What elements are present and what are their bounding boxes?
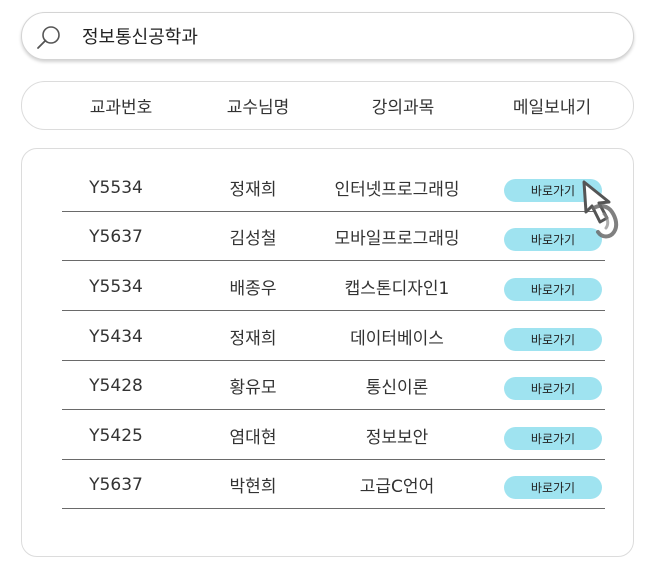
course-name: 정보보안 xyxy=(365,428,429,448)
hand-pointer-icon xyxy=(582,180,619,239)
course-code: Y5434 xyxy=(89,326,143,347)
professor-name: 염대현 xyxy=(229,428,277,448)
course-code: Y5534 xyxy=(89,276,143,297)
table-row: Y5534 배종우 캡스톤디자인1 바로가기 xyxy=(62,263,605,311)
professor-name: 황유모 xyxy=(229,378,277,398)
professor-name: 김성철 xyxy=(229,229,277,249)
table-row: Y5637 박현희 고급C언어 바로가기 xyxy=(62,461,605,509)
search-input[interactable]: 정보통신공학과 xyxy=(82,27,198,48)
go-button[interactable]: 바로가기 xyxy=(504,228,602,251)
go-button[interactable]: 바로가기 xyxy=(504,427,602,450)
professor-name: 박현희 xyxy=(229,477,277,497)
go-button[interactable]: 바로가기 xyxy=(504,278,602,301)
course-name: 통신이론 xyxy=(365,378,429,398)
table-row: Y5434 정재희 데이터베이스 바로가기 xyxy=(62,313,605,361)
course-code: Y5534 xyxy=(89,177,143,198)
table-row: Y5428 황유모 통신이론 바로가기 xyxy=(62,362,605,410)
course-code: Y5637 xyxy=(89,226,143,247)
professor-name: 배종우 xyxy=(229,279,277,299)
professor-name: 정재희 xyxy=(229,329,277,349)
go-button[interactable]: 바로가기 xyxy=(504,179,602,202)
go-button[interactable]: 바로가기 xyxy=(504,476,602,499)
header-send-mail: 메일보내기 xyxy=(512,98,592,118)
header-course-code: 교과번호 xyxy=(89,98,153,118)
course-name: 고급C언어 xyxy=(359,477,435,497)
header-professor: 교수님명 xyxy=(226,98,290,118)
table-row: Y5534 정재희 인터넷프로그래밍 바로가기 xyxy=(62,164,605,212)
table-row: Y5425 염대현 정보보안 바로가기 xyxy=(62,412,605,460)
header-course: 강의과목 xyxy=(371,98,435,118)
course-list: Y5534 정재희 인터넷프로그래밍 바로가기 Y5637 김성철 모바일프로그… xyxy=(21,148,634,557)
go-button[interactable]: 바로가기 xyxy=(504,377,602,400)
course-name: 모바일프로그래밍 xyxy=(334,229,460,249)
course-name: 데이터베이스 xyxy=(350,329,444,349)
table-row: Y5637 김성철 모바일프로그래밍 바로가기 xyxy=(62,213,605,261)
course-name: 인터넷프로그래밍 xyxy=(334,180,460,200)
professor-name: 정재희 xyxy=(229,180,277,200)
search-icon xyxy=(37,26,60,49)
course-code: Y5428 xyxy=(89,375,143,396)
course-code: Y5637 xyxy=(89,474,143,495)
course-code: Y5425 xyxy=(89,425,143,446)
search-bar[interactable]: 정보통신공학과 xyxy=(21,12,634,60)
go-button[interactable]: 바로가기 xyxy=(504,328,602,351)
course-name: 캡스톤디자인1 xyxy=(344,279,450,299)
table-header: 교과번호 교수님명 강의과목 메일보내기 xyxy=(21,81,634,130)
